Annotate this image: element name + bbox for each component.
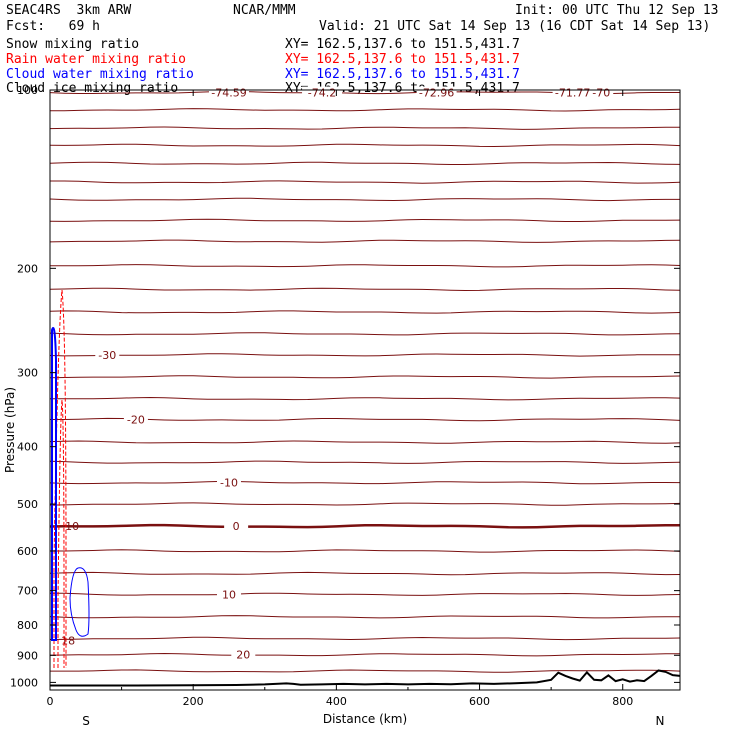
terrain-line: [50, 669, 681, 687]
terrain-layer: [50, 669, 681, 687]
isotherm-line: [49, 310, 681, 314]
legend-cloud-ice-label: Cloud ice mixing ratio: [6, 81, 179, 96]
y-tick-label: 300: [17, 367, 38, 380]
isotherm-line: [49, 332, 681, 336]
isotherm-line: [50, 549, 681, 553]
isotherm-line: [49, 287, 681, 292]
isotherm-layer: [49, 90, 681, 673]
isotherm-line: [50, 669, 681, 673]
legend-snow-label: Snow mixing ratio: [6, 37, 140, 52]
top-value-label: -74.2: [308, 87, 336, 100]
isotherm-line: [49, 375, 681, 379]
isotherm-label: -20: [127, 414, 145, 427]
isotherm-line: [49, 615, 680, 619]
legend-snow-xy: XY= 162.5,137.6 to 151.5,431.7: [285, 37, 520, 52]
y-tick-label: 600: [17, 545, 38, 558]
forecast-hour: Fcst: 69 h: [6, 19, 100, 34]
isotherm-line: [49, 571, 681, 576]
init-time: Init: 00 UTC Thu 12 Sep 13: [515, 3, 719, 18]
y-axis-title: Pressure (hPa): [3, 387, 17, 473]
x-tick-label: 600: [469, 695, 490, 708]
y-top-tick-label: 100: [17, 84, 38, 97]
isotherm-label: -10: [220, 477, 238, 490]
isotherm-line: [49, 440, 681, 444]
isotherm-line: [49, 523, 681, 529]
isotherm-line: [49, 161, 681, 165]
top-value-label: -71.77: [555, 87, 590, 100]
title-left: SEAC4RS 3km ARW: [6, 3, 132, 18]
isotherm-label-bg: [589, 86, 614, 98]
cloud-water-contour: [51, 327, 57, 641]
isotherm-line: [49, 636, 681, 641]
isotherm-label: -70: [592, 87, 610, 100]
isotherm-label-bg: [216, 588, 241, 600]
axes-layer: [49, 89, 681, 691]
isotherm-line: [49, 652, 681, 657]
isotherm-label: 10: [222, 588, 236, 601]
isotherm-line: [49, 480, 681, 485]
y-tick-label: 800: [17, 619, 38, 632]
isotherm-label-bg: [216, 476, 241, 488]
isotherm-label: 0: [233, 520, 240, 533]
isotherm-line: [49, 126, 680, 130]
top-value-label: -74.59: [211, 87, 246, 100]
isotherm-line: [49, 353, 680, 357]
north-label: N: [656, 714, 665, 728]
isotherm-line: [49, 592, 681, 596]
isotherm-line: [49, 143, 681, 148]
legend-cloud-water-label: Cloud water mixing ratio: [6, 67, 194, 82]
isotherm-line: [49, 460, 681, 464]
y-tick-label: 500: [17, 498, 38, 511]
x-axis-title: Distance (km): [323, 712, 407, 726]
isotherm-line: [50, 264, 681, 268]
top-value-bg: [552, 86, 593, 98]
isotherm-line: [49, 239, 681, 243]
rain-contour-inner: [57, 399, 65, 668]
isotherm-label: -30: [98, 349, 116, 362]
y-tick-label: 900: [17, 649, 38, 662]
x-tick-label: 400: [326, 695, 347, 708]
isotherm-line: [49, 197, 680, 202]
top-value-label: -72.96: [419, 87, 454, 100]
y-tick-label: 400: [17, 441, 38, 454]
isotherm-label-bg: [123, 413, 148, 425]
top-value-bg: [302, 86, 343, 98]
hydrometeor-layer: [51, 289, 90, 668]
cloud-water-blob: [69, 567, 90, 637]
isotherm-label-bg: [231, 648, 256, 660]
plot-frame: [49, 89, 681, 691]
center-label: NCAR/MMM: [233, 3, 296, 18]
isotherm-line: [50, 417, 681, 422]
isotherm-label-layer: -70 -30 -20 -10 0 10 20 -74.59 -74.2 -72.96 -71.77…: [61, 86, 614, 662]
isotherm-line: [49, 218, 681, 222]
tick-layer: 0 200 400 600 800200300400500600700800900100…: [3, 84, 680, 728]
isotherm-line: [49, 502, 681, 506]
valid-time: Valid: 21 UTC Sat 14 Sep 13 (16 CDT Sat …: [319, 19, 711, 34]
x-tick-label: 800: [612, 695, 633, 708]
legend-rain-xy: XY= 162.5,137.6 to 151.5,431.7: [285, 52, 520, 67]
y-tick-label: 200: [17, 262, 38, 275]
top-value-bg: [208, 86, 249, 98]
south-label: S: [82, 714, 90, 728]
annotation-label: 18: [61, 635, 75, 648]
isotherm-label-bg: [95, 348, 120, 360]
isotherm-line: [50, 180, 681, 184]
legend-rain-label: Rain water mixing ratio: [6, 52, 187, 67]
y-tick-label: 1000: [10, 676, 38, 689]
isotherm-line: [49, 108, 681, 112]
x-tick-label: 0: [47, 695, 54, 708]
x-tick-label: 200: [183, 695, 204, 708]
top-value-bg: [416, 86, 457, 98]
isotherm-label-bg: [224, 520, 249, 532]
legend-cloud-water-xy: XY= 162.5,137.6 to 151.5,431.7: [285, 67, 520, 82]
isotherm-label: 20: [236, 649, 250, 662]
y-tick-label: 700: [17, 585, 38, 598]
isotherm-line: [50, 396, 681, 401]
